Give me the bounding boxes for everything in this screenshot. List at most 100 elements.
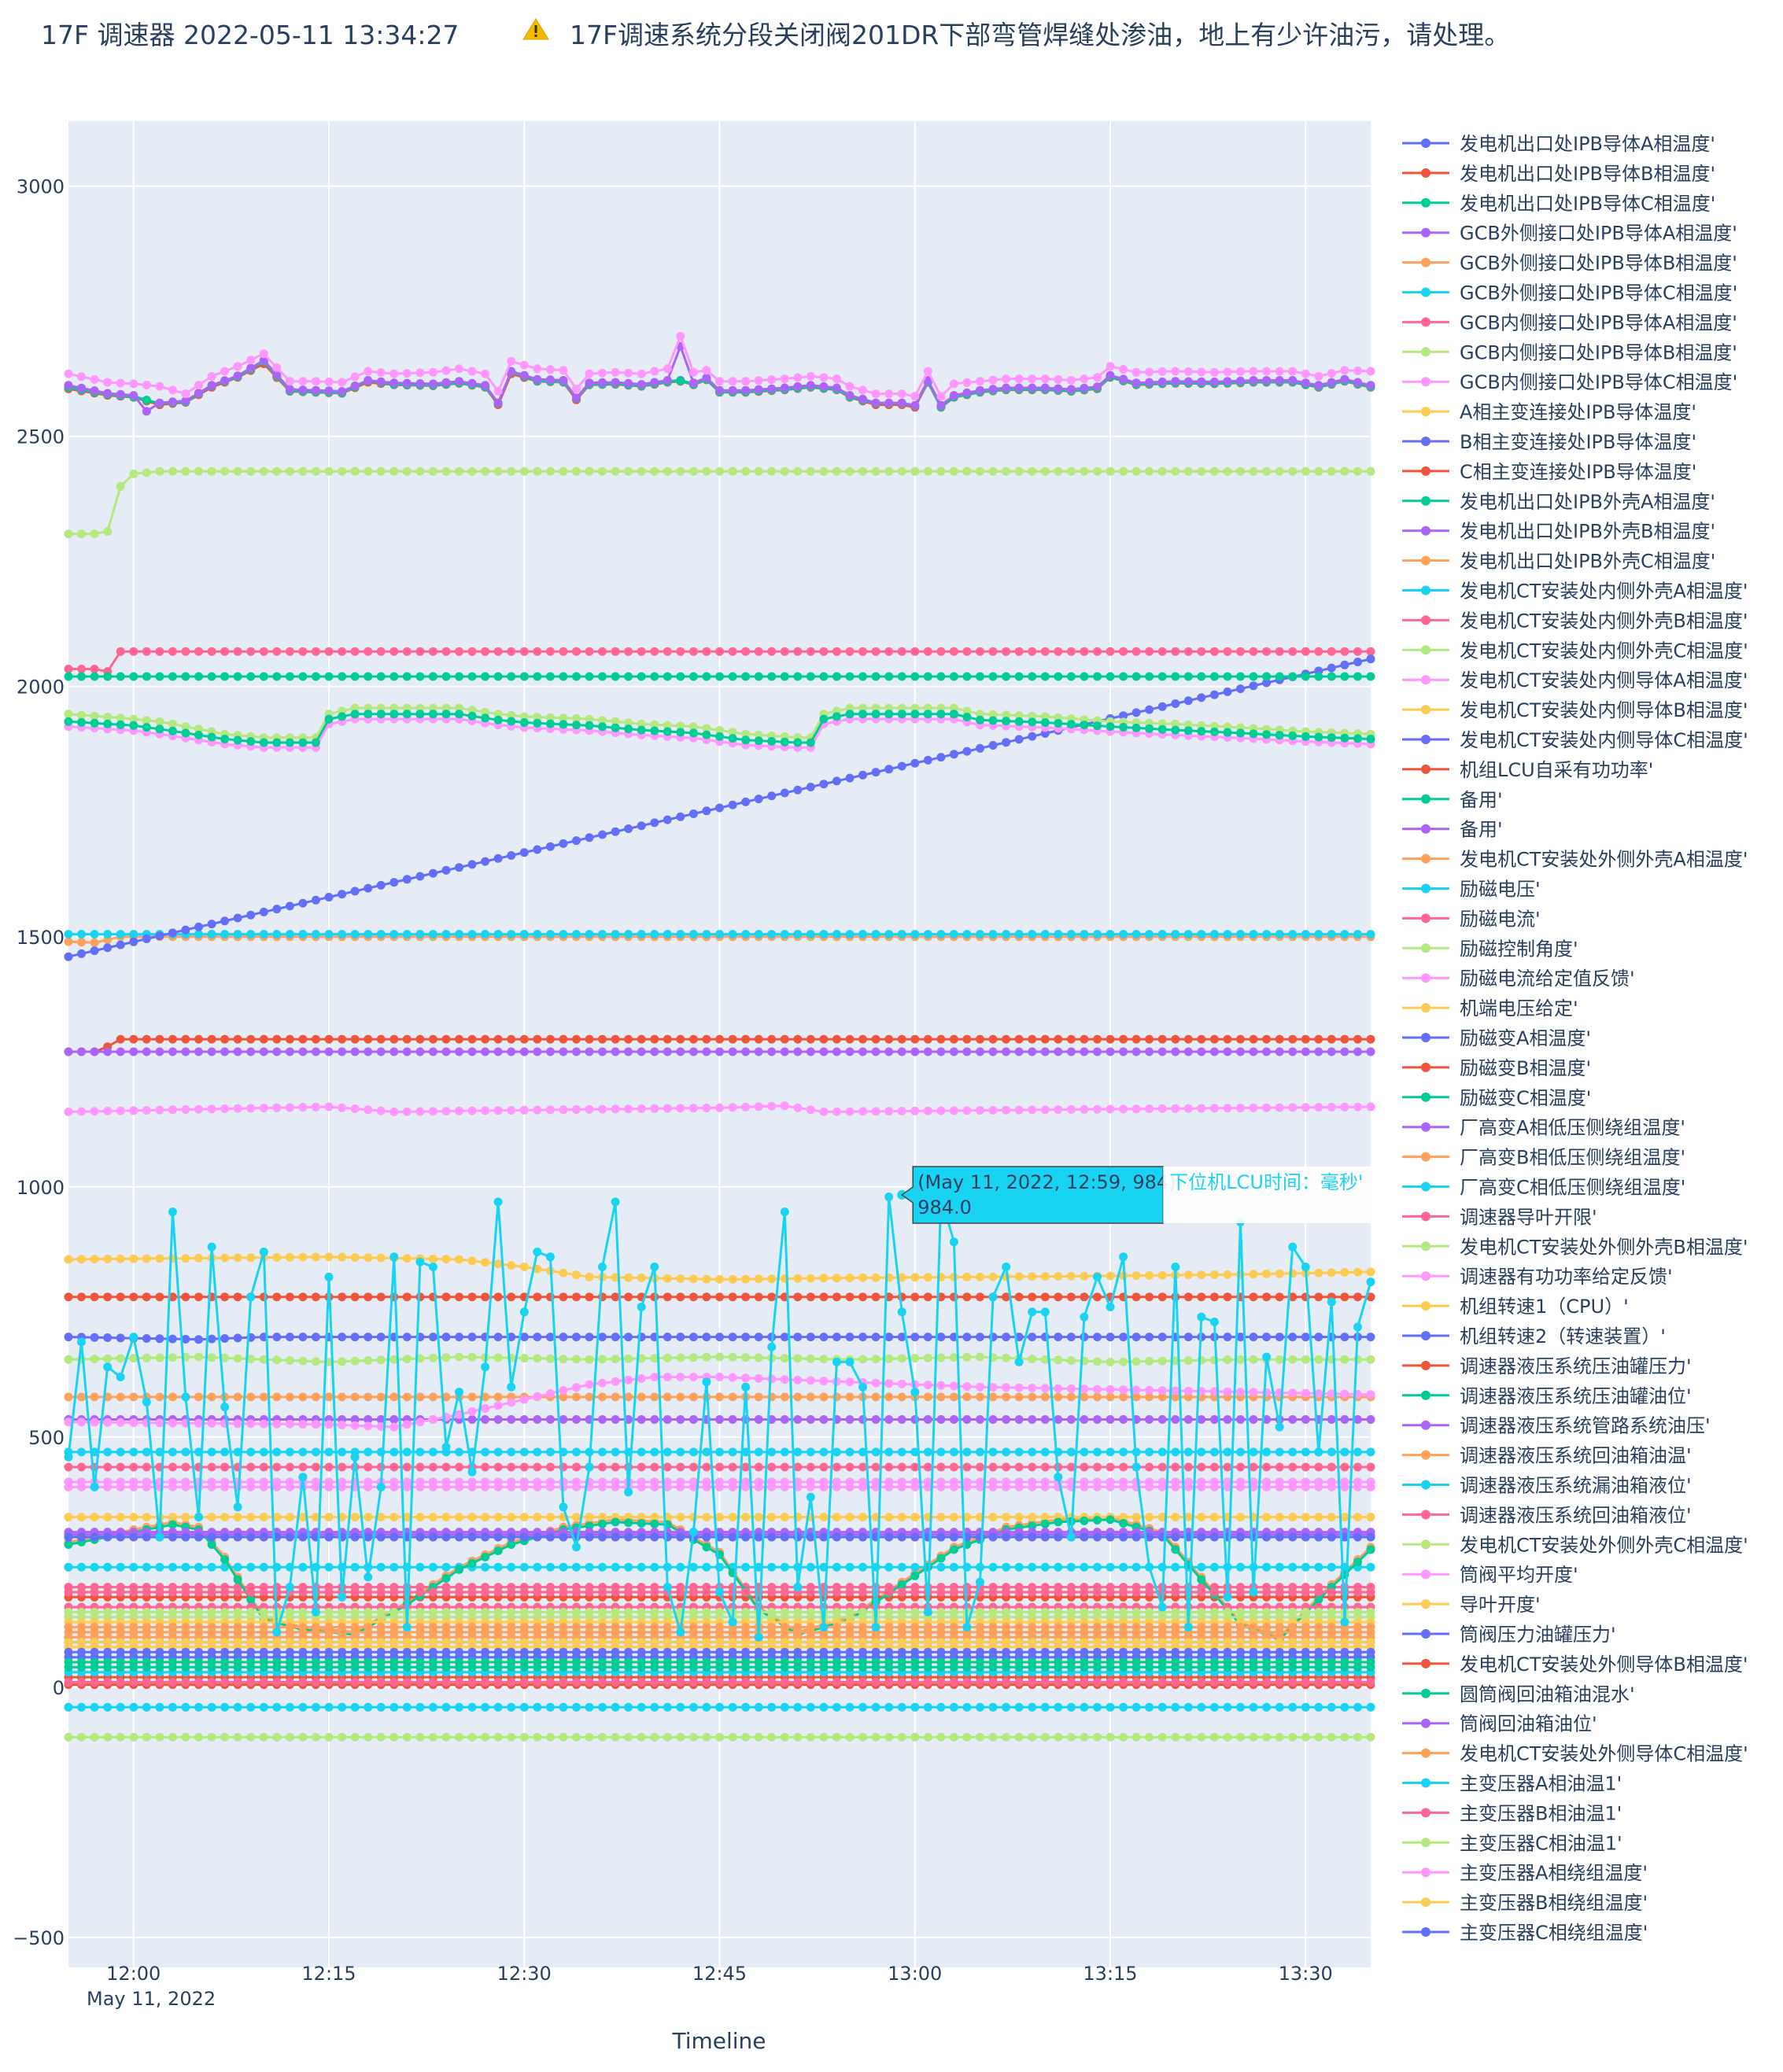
data-point [637,1373,646,1383]
data-point [624,1375,633,1384]
data-point [1236,1047,1245,1056]
data-point [650,1562,659,1572]
page-title: 17F 调速器 2022-05-11 13:34:27 [41,20,460,50]
data-point [741,1373,751,1383]
data-point [338,1047,347,1056]
data-point [741,1513,751,1522]
data-point [1223,1462,1232,1472]
data-point [90,386,99,396]
data-point [1066,1447,1076,1457]
data-point [481,466,490,476]
data-point [1066,672,1076,681]
data-point [1366,654,1375,664]
data-point [1288,930,1298,939]
data-point [507,1106,516,1115]
data-point [1171,1034,1180,1044]
data-point [311,1420,320,1429]
data-point [1353,378,1362,387]
data-point [1209,466,1219,476]
data-point [806,783,815,791]
data-point [1249,376,1258,385]
data-point [376,377,386,386]
data-point [728,466,737,476]
data-point [976,1333,984,1342]
data-point [871,1034,880,1044]
data-point [1197,727,1206,736]
data-point [285,1252,294,1262]
data-point [611,717,620,726]
data-point [1288,1103,1298,1112]
data-point [350,1562,360,1572]
data-point [741,385,751,395]
data-point [741,672,751,681]
data-point [64,672,73,681]
data-point [194,1104,203,1114]
data-point [1236,930,1245,939]
data-point [1353,1034,1362,1044]
data-point [441,1462,451,1472]
data-point [858,1562,867,1572]
data-point [1183,1047,1193,1056]
data-point [949,1381,958,1391]
data-point [1028,374,1037,384]
data-point [1366,1732,1375,1742]
data-point [1209,1034,1219,1044]
data-point [1236,1415,1245,1424]
data-point [1028,466,1037,476]
data-point [533,1292,542,1302]
data-point [702,647,711,656]
data-point [415,379,425,388]
data-point [233,1034,242,1044]
data-point [611,1562,620,1572]
data-point [845,672,855,681]
data-point [1040,383,1050,393]
data-point [663,364,672,374]
data-point [220,1034,230,1044]
data-point [259,1392,268,1402]
data-point [1327,672,1336,681]
data-point [207,930,216,939]
data-point [1327,930,1336,939]
data-point [207,1587,216,1597]
data-point [819,1415,829,1424]
data-point [389,1587,399,1597]
data-point [507,1540,516,1549]
page-header: 17F 调速器 2022-05-11 13:34:27 17F调速系统分段关闭阀… [0,0,1783,71]
data-point [1002,1292,1011,1302]
data-point [1131,1034,1141,1044]
data-point [441,378,451,387]
data-point [767,930,777,939]
data-point [1040,1447,1050,1457]
data-point [962,1415,972,1424]
data-point [428,1047,437,1056]
data-point [663,1292,672,1302]
data-point [389,1732,399,1742]
data-point [728,1333,737,1342]
data-point [1002,1383,1011,1392]
data-point [324,1462,334,1472]
data-point [168,672,177,681]
data-point [1080,374,1089,384]
data-point [350,1333,360,1342]
data-point [259,349,268,359]
data-point [936,930,946,939]
data-point [402,1392,412,1402]
data-point [767,1732,777,1742]
data-point [754,1333,763,1342]
data-point [871,1732,880,1742]
data-point [1327,369,1336,378]
data-point [767,1374,777,1384]
data-point [298,1587,308,1597]
data-point [1066,1415,1076,1424]
data-point [168,726,177,736]
data-point [1106,1587,1115,1597]
data-point [767,791,777,801]
data-point [533,466,542,476]
data-point [715,672,724,681]
data-point [233,736,242,745]
data-point [949,647,958,656]
data-point [1209,377,1219,386]
data-point [1171,930,1180,939]
data-point [611,1447,620,1457]
data-point [364,647,373,656]
